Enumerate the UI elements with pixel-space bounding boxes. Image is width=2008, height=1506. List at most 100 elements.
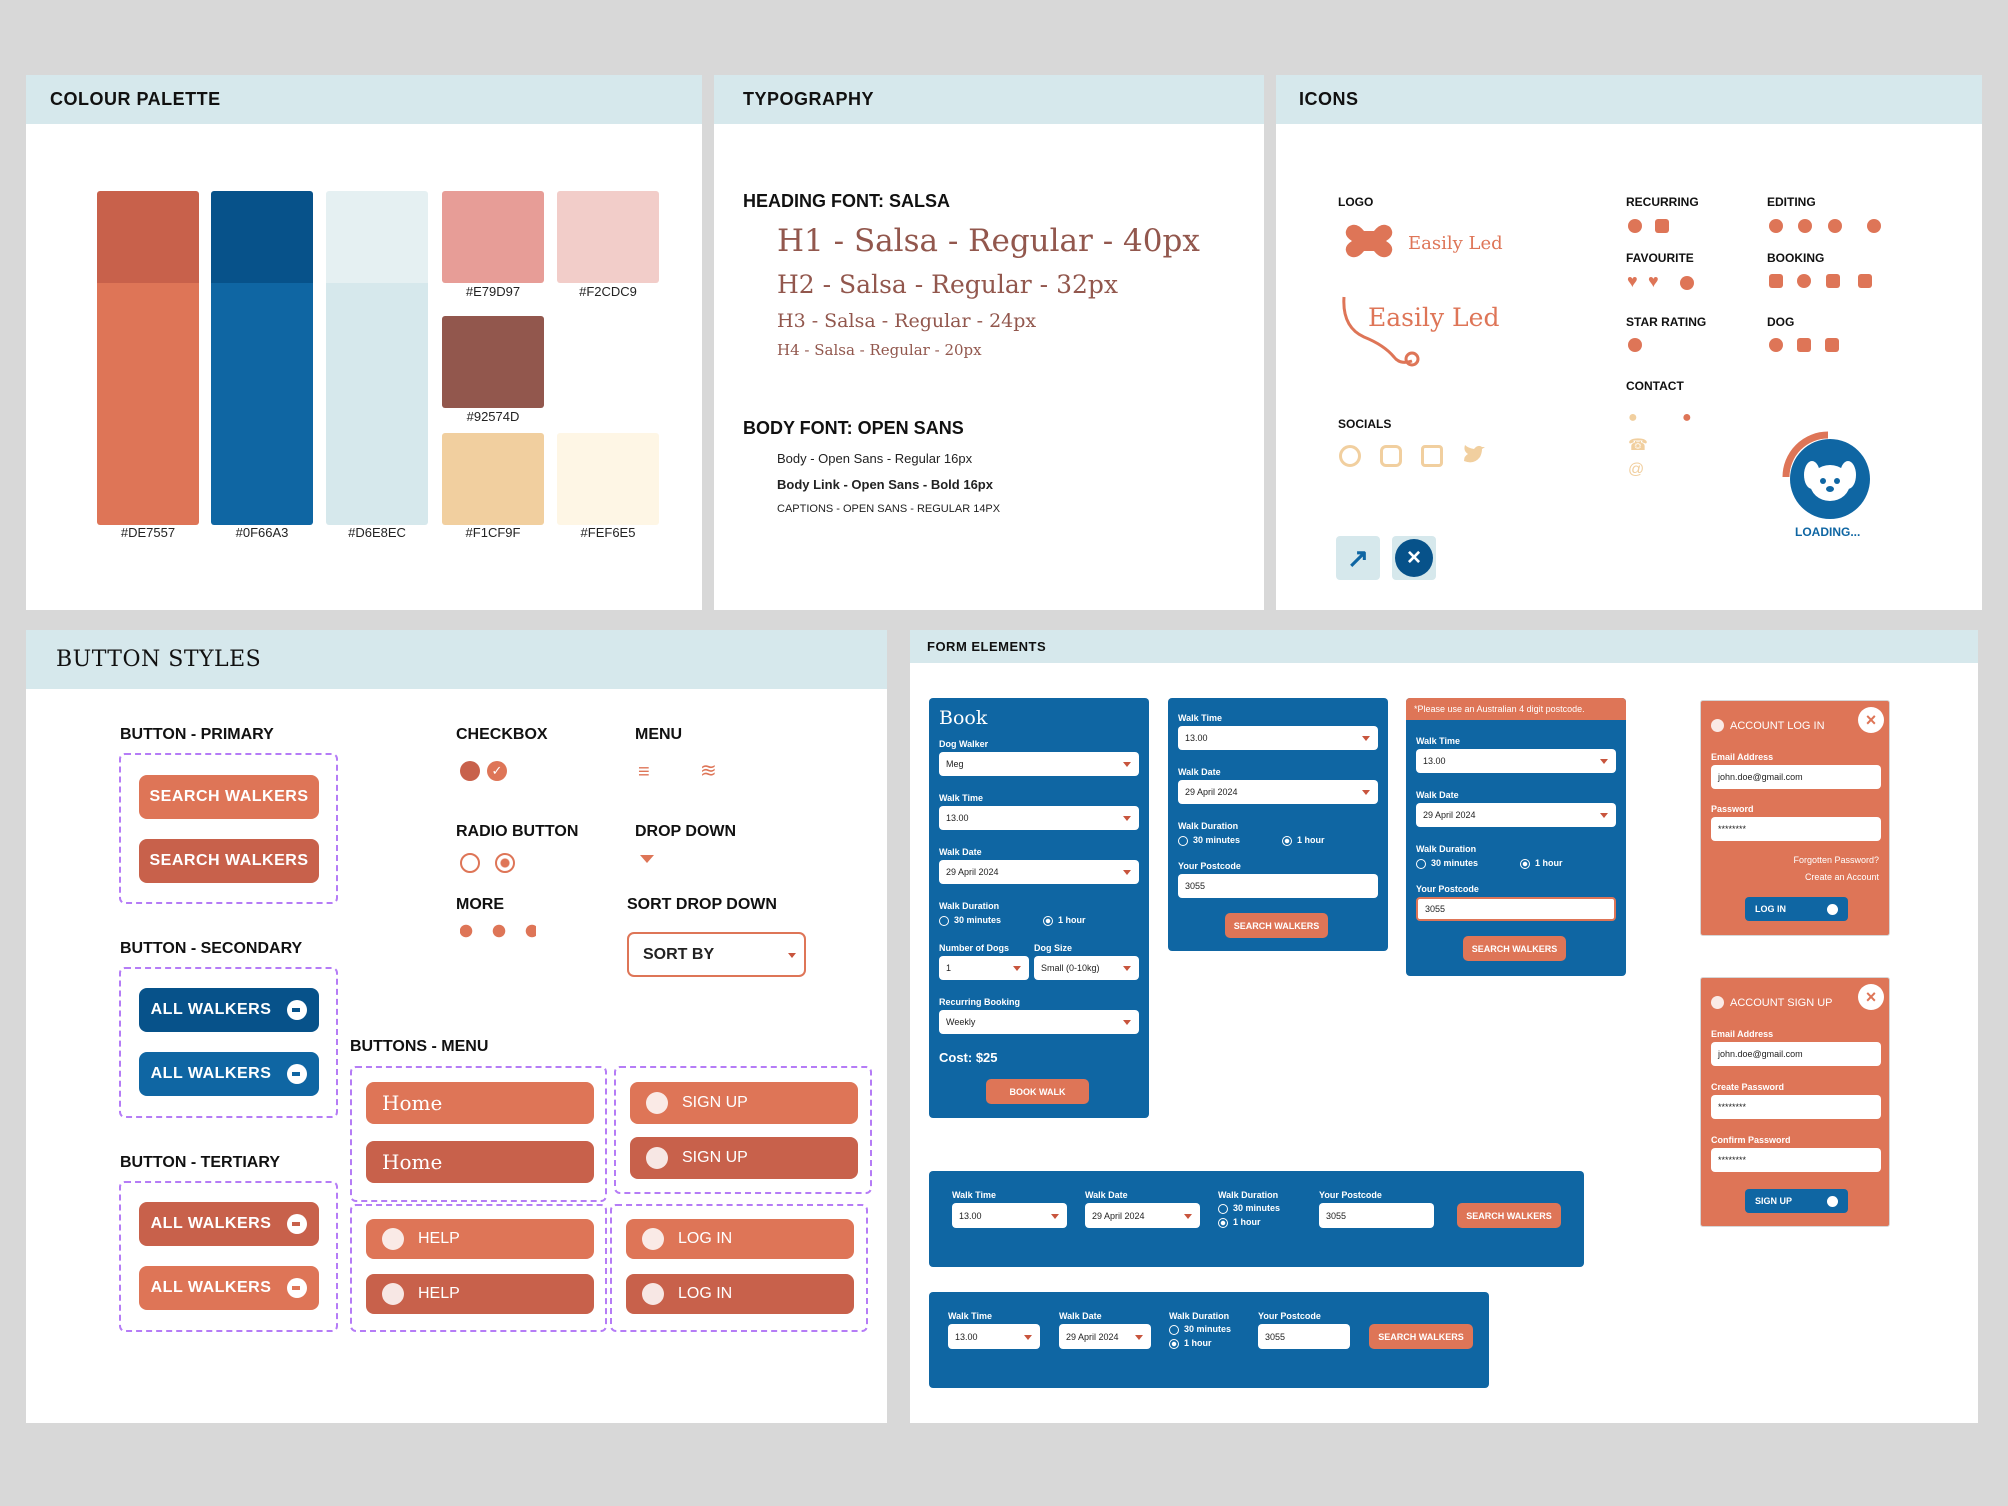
walk-date-select[interactable]: 29 April 2024 — [1416, 803, 1616, 827]
error-message: *Please use an Australian 4 digit postco… — [1414, 704, 1585, 714]
email-input[interactable]: john.doe@gmail.com — [1711, 765, 1881, 789]
location-icon[interactable]: ● — [1682, 409, 1692, 426]
dog-size-select[interactable]: Small (0-10kg) — [1034, 956, 1139, 980]
help-icon[interactable] — [1680, 276, 1694, 290]
duration-30-option[interactable]: 30 minutes — [1169, 1324, 1231, 1335]
walk-time-select[interactable]: 13.00 — [948, 1324, 1040, 1349]
walk-date-select[interactable]: 29 April 2024 — [939, 860, 1139, 884]
facebook-icon[interactable] — [1339, 445, 1361, 467]
user-icon[interactable] — [1867, 219, 1881, 233]
hex-label: #FEF6E5 — [580, 525, 636, 540]
book-walk-button[interactable]: BOOK WALK — [986, 1079, 1089, 1104]
duration-30-option[interactable]: 30 minutes — [939, 915, 1001, 926]
all-walkers-button[interactable]: ALL WALKERS — [139, 988, 319, 1032]
help-button-hover[interactable]: HELP — [366, 1274, 594, 1314]
location-outline-icon[interactable]: ● — [1628, 409, 1638, 426]
search-walkers-button[interactable]: SEARCH WALKERS — [139, 775, 319, 819]
create-account-link[interactable]: Create an Account — [1804, 872, 1879, 882]
heart-outline-icon[interactable]: ♥ — [1648, 271, 1659, 291]
walk-time-select[interactable]: 13.00 — [952, 1203, 1067, 1228]
search-walkers-button[interactable]: SEARCH WALKERS — [1463, 936, 1566, 961]
create-password-input[interactable]: ******** — [1711, 1095, 1881, 1119]
all-walkers-tertiary-button[interactable]: ALL WALKERS — [139, 1202, 319, 1246]
heart-icon[interactable]: ♥ — [1627, 271, 1638, 291]
walk-time-select[interactable]: 13.00 — [1416, 749, 1616, 773]
help-group — [350, 1204, 607, 1332]
search-walkers-button[interactable]: SEARCH WALKERS — [1369, 1324, 1473, 1349]
remove-icon[interactable] — [1798, 219, 1812, 233]
walk-time-select[interactable]: 13.00 — [939, 806, 1139, 830]
sign-up-button[interactable]: SIGN UP — [630, 1082, 858, 1124]
duration-60-option[interactable]: 1 hour — [1169, 1338, 1212, 1349]
option-label: 30 minutes — [1431, 858, 1479, 868]
email-label: Email Address — [1711, 1029, 1774, 1039]
phone-icon[interactable]: ☎ — [1628, 437, 1648, 454]
form-elements-panel: FORM ELEMENTS Book Dog Walker Meg Walk T… — [910, 630, 1978, 1423]
close-icon[interactable]: × — [1858, 707, 1884, 733]
postcode-input[interactable]: 3055 — [1319, 1203, 1434, 1228]
dog-walking-icon — [1825, 338, 1839, 352]
duration-60-option[interactable]: 1 hour — [1218, 1217, 1261, 1228]
dog-walker-select[interactable]: Meg — [939, 752, 1139, 776]
confirm-password-input[interactable]: ******** — [1711, 1148, 1881, 1172]
twitter-icon[interactable] — [1462, 445, 1486, 467]
radio-selected[interactable] — [495, 853, 515, 873]
sign-up-button-hover[interactable]: SIGN UP — [630, 1137, 858, 1179]
duration-30-option[interactable]: 30 minutes — [1218, 1203, 1280, 1214]
sort-by-dropdown[interactable]: SORT BY — [627, 932, 806, 977]
walk-date-label: Walk Date — [1178, 767, 1221, 777]
postcode-input[interactable]: 3055 — [1178, 874, 1378, 898]
checkbox-checked[interactable]: ✓ — [487, 761, 507, 781]
walk-date-select[interactable]: 29 April 2024 — [1178, 780, 1378, 804]
search-walkers-button[interactable]: SEARCH WALKERS — [1457, 1203, 1561, 1228]
duration-60-option[interactable]: 1 hour — [1520, 858, 1563, 869]
confirm-password-label: Confirm Password — [1711, 1135, 1791, 1145]
password-input[interactable]: ******** — [1711, 817, 1881, 841]
all-walkers-button-hover[interactable]: ALL WALKERS — [139, 1052, 319, 1096]
search-walkers-button-hover[interactable]: SEARCH WALKERS — [139, 839, 319, 883]
forgot-password-link[interactable]: Forgotten Password? — [1793, 855, 1879, 865]
radio-icon — [1178, 835, 1188, 846]
filter-sliders-icon[interactable]: ≋ — [700, 760, 717, 782]
postcode-input[interactable]: 3055 — [1258, 1324, 1350, 1349]
close-icon[interactable]: × — [1392, 536, 1436, 580]
star-icon[interactable] — [1628, 338, 1642, 352]
login-group — [610, 1204, 868, 1332]
more-dots-icon[interactable] — [460, 924, 536, 938]
checkbox-unchecked[interactable] — [460, 761, 480, 781]
log-in-button[interactable]: LOG IN — [626, 1219, 854, 1259]
cancel-icon[interactable] — [1828, 219, 1842, 233]
help-button[interactable]: HELP — [366, 1219, 594, 1259]
expand-icon[interactable]: ↗ — [1336, 536, 1380, 580]
home-button[interactable]: Home — [366, 1082, 594, 1124]
duration-60-option[interactable]: 1 hour — [1282, 835, 1325, 846]
loading-spinner-icon — [1782, 431, 1870, 519]
email-at-icon[interactable]: @ — [1628, 461, 1645, 478]
email-input[interactable]: john.doe@gmail.com — [1711, 1042, 1881, 1066]
home-button-hover[interactable]: Home — [366, 1141, 594, 1183]
radio-unselected[interactable] — [460, 853, 480, 873]
body-link-sample[interactable]: Body Link - Open Sans - Bold 16px — [777, 477, 993, 492]
linkedin-icon[interactable] — [1421, 445, 1443, 467]
duration-30-option[interactable]: 30 minutes — [1178, 835, 1240, 846]
log-in-button[interactable]: LOG IN — [1745, 897, 1848, 921]
duration-30-option[interactable]: 30 minutes — [1416, 858, 1478, 869]
sign-up-button[interactable]: SIGN UP — [1745, 1189, 1848, 1213]
add-icon[interactable] — [1769, 219, 1783, 233]
walk-time-select[interactable]: 13.00 — [1178, 726, 1378, 750]
postcode-input-error[interactable]: 3055 — [1416, 897, 1616, 921]
recurring-select[interactable]: Weekly — [939, 1010, 1139, 1034]
create-password-label: Create Password — [1711, 1082, 1785, 1092]
instagram-icon[interactable] — [1380, 445, 1402, 467]
log-in-button-hover[interactable]: LOG IN — [626, 1274, 854, 1314]
num-dogs-select[interactable]: 1 — [939, 956, 1029, 980]
search-walkers-button[interactable]: SEARCH WALKERS — [1225, 913, 1328, 938]
close-icon[interactable]: × — [1858, 984, 1884, 1010]
chevron-down-icon[interactable] — [640, 855, 654, 863]
hamburger-menu-icon[interactable]: ≡ — [638, 761, 650, 783]
panel-title: ICONS — [1299, 89, 1359, 109]
walk-date-select[interactable]: 29 April 2024 — [1059, 1324, 1151, 1349]
walk-date-select[interactable]: 29 April 2024 — [1085, 1203, 1200, 1228]
all-walkers-tertiary-button-hover[interactable]: ALL WALKERS — [139, 1266, 319, 1310]
duration-60-option[interactable]: 1 hour — [1043, 915, 1086, 926]
